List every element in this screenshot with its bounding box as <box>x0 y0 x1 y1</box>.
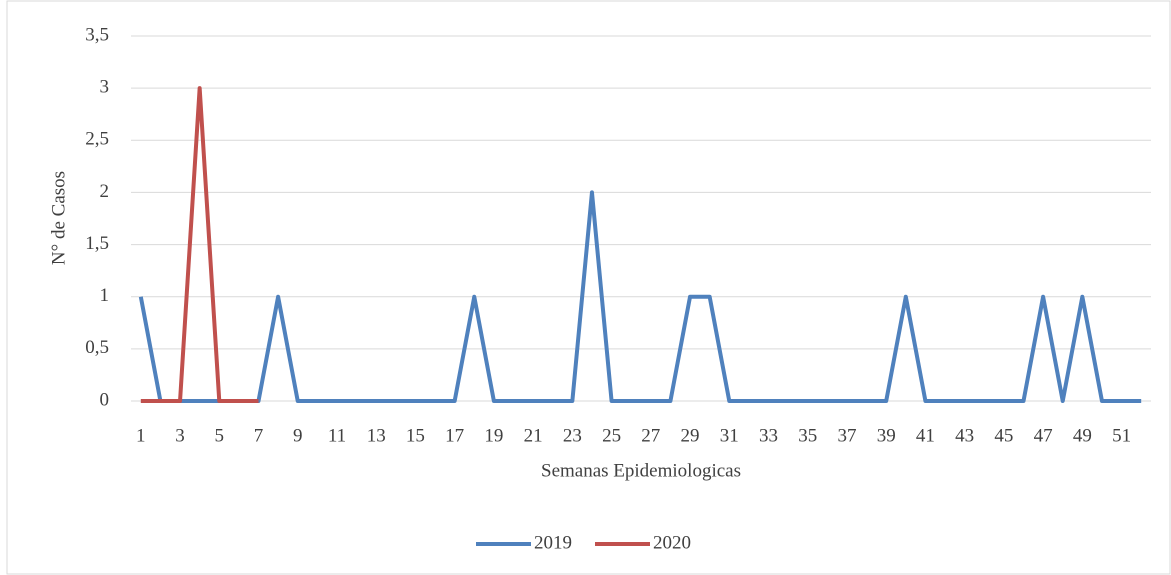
x-tick-label: 27 <box>641 425 660 446</box>
legend-label: 2020 <box>653 532 691 553</box>
x-tick-label: 47 <box>1034 425 1053 446</box>
x-tick-label: 25 <box>602 425 621 446</box>
x-tick-label: 1 <box>136 425 146 446</box>
x-tick-label: 39 <box>877 425 896 446</box>
x-tick-label: 29 <box>681 425 700 446</box>
x-tick-label: 35 <box>798 425 817 446</box>
y-tick-label: 2 <box>100 181 110 202</box>
x-tick-label: 49 <box>1073 425 1092 446</box>
chart-frame <box>6 0 1171 575</box>
x-tick-label: 45 <box>994 425 1013 446</box>
x-tick-label: 13 <box>367 425 386 446</box>
x-tick-label: 37 <box>837 425 856 446</box>
x-tick-label: 17 <box>445 425 464 446</box>
y-tick-label: 1 <box>100 285 110 306</box>
y-axis-title: N° de Casos <box>48 171 69 265</box>
series-line <box>138 190 1142 403</box>
x-tick-label: 21 <box>524 425 543 446</box>
y-tick-label: 1,5 <box>85 233 109 254</box>
x-tick-label: 51 <box>1112 425 1131 446</box>
x-tick-label: 5 <box>215 425 225 446</box>
x-tick-label: 31 <box>720 425 739 446</box>
x-tick-label: 41 <box>916 425 935 446</box>
x-tick-label: 23 <box>563 425 582 446</box>
x-tick-label: 7 <box>254 425 264 446</box>
y-tick-label: 3,5 <box>85 24 109 45</box>
y-tick-label: 3 <box>100 77 110 98</box>
series-line <box>140 86 259 403</box>
x-tick-label: 15 <box>406 425 425 446</box>
legend-label: 2019 <box>534 532 572 553</box>
x-tick-label: 3 <box>175 425 185 446</box>
x-tick-label: 33 <box>759 425 778 446</box>
y-tick-label: 0 <box>100 389 110 410</box>
x-tick-label: 11 <box>328 425 346 446</box>
y-tick-label: 0,5 <box>85 337 109 358</box>
x-tick-label: 19 <box>484 425 503 446</box>
x-tick-label: 9 <box>293 425 303 446</box>
y-tick-label: 2,5 <box>85 129 109 150</box>
x-tick-label: 43 <box>955 425 974 446</box>
x-axis-title: Semanas Epidemiologicas <box>541 460 741 481</box>
